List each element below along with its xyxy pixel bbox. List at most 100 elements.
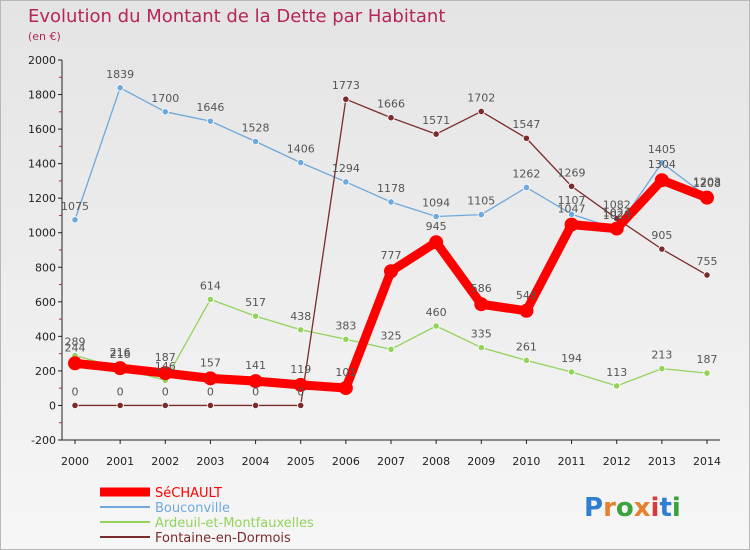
data-label: 777 — [381, 249, 402, 262]
logo-letter: i — [672, 493, 681, 523]
data-label: 1646 — [196, 101, 224, 114]
data-point — [658, 159, 666, 167]
logo-letter: o — [616, 493, 634, 523]
data-point — [519, 303, 534, 318]
data-point — [342, 95, 350, 103]
legend-label: Ardeuil-et-Montfauxelles — [155, 516, 314, 531]
data-label: 1075 — [61, 200, 89, 213]
data-label: 141 — [245, 359, 266, 372]
y-tick-label: 0 — [49, 399, 56, 412]
data-label: 1700 — [151, 92, 179, 105]
data-label: 0 — [207, 385, 214, 398]
data-point — [71, 216, 79, 224]
data-label: 0 — [117, 385, 124, 398]
data-label: 1269 — [558, 166, 586, 179]
proxiti-logo: Proxiti — [584, 493, 681, 523]
data-point — [522, 356, 531, 364]
data-label: 216 — [110, 346, 131, 359]
x-tick-label: 2006 — [332, 455, 360, 468]
data-label: 261 — [516, 340, 537, 353]
y-tick-label: 2000 — [28, 54, 56, 67]
data-point — [251, 401, 260, 410]
data-label: 1702 — [467, 91, 495, 104]
y-tick-label: -200 — [31, 434, 56, 447]
x-tick-label: 2005 — [287, 455, 315, 468]
x-tick-label: 2008 — [422, 455, 450, 468]
data-point — [68, 356, 82, 371]
data-label: 119 — [290, 363, 311, 376]
data-point — [432, 322, 440, 330]
data-label: 1208 — [693, 177, 721, 190]
data-label: 945 — [426, 220, 447, 233]
data-label: 157 — [200, 356, 221, 369]
axes: -200020040060080010001200140016001800200… — [28, 54, 721, 468]
data-point — [248, 374, 263, 389]
data-point — [161, 401, 169, 410]
data-labels: 1075 1839 1700 1646 1528 1406 1294 1178 1094 1105… — [61, 68, 721, 399]
x-tick-label: 2003 — [196, 455, 224, 468]
data-point — [522, 183, 531, 192]
data-point — [387, 345, 395, 353]
data-label: 216 — [110, 348, 131, 361]
data-label: 0 — [252, 385, 259, 398]
data-point — [113, 361, 128, 376]
data-point — [477, 210, 485, 219]
data-point — [251, 137, 260, 146]
data-label: 586 — [471, 282, 492, 295]
data-label: 1547 — [512, 118, 540, 131]
data-label: 1105 — [467, 195, 495, 208]
y-tick-label: 1200 — [28, 192, 56, 205]
data-label: 1047 — [558, 203, 586, 216]
data-point — [477, 343, 485, 352]
data-point — [293, 377, 308, 392]
data-point — [297, 326, 305, 334]
data-label: 146 — [155, 360, 176, 373]
data-label: 0 — [162, 385, 169, 398]
data-label: 548 — [516, 289, 537, 302]
data-label: 1304 — [648, 158, 676, 171]
data-point — [703, 271, 711, 279]
data-point — [387, 198, 395, 206]
x-tick-label: 2012 — [603, 455, 631, 468]
data-label: 187 — [155, 351, 176, 364]
data-label: 0 — [72, 385, 79, 398]
data-label: 1024 — [603, 207, 631, 220]
data-point — [474, 297, 489, 312]
data-point — [116, 401, 124, 410]
data-label: 438 — [290, 310, 311, 323]
data-point — [658, 365, 666, 373]
data-label: 194 — [561, 352, 582, 365]
data-point — [71, 401, 79, 410]
x-tick-label: 2001 — [106, 455, 134, 468]
data-label: 1406 — [287, 143, 315, 156]
data-label: 1405 — [648, 143, 676, 156]
data-label: 1178 — [377, 182, 405, 195]
logo-letter: x — [634, 493, 651, 523]
logo-letter: i — [651, 493, 660, 523]
data-label: 517 — [245, 296, 266, 309]
data-label: 1082 — [603, 199, 631, 212]
data-label: 244 — [65, 341, 86, 354]
y-tick-label: 1000 — [28, 227, 56, 240]
data-point — [613, 382, 621, 390]
y-tick-label: 1800 — [28, 89, 56, 102]
data-label: 325 — [381, 329, 402, 342]
data-point — [387, 114, 395, 122]
x-tick-label: 2004 — [242, 455, 270, 468]
data-point — [658, 245, 666, 253]
data-point — [206, 401, 215, 410]
data-label: 0 — [297, 385, 304, 398]
data-point — [477, 107, 485, 116]
legend: SéCHAULTBouconvilleArdeuil-et-Montfauxel… — [100, 486, 314, 546]
x-tick-label: 2000 — [61, 455, 89, 468]
data-point — [342, 178, 350, 186]
data-point — [432, 130, 440, 138]
data-point — [297, 401, 305, 410]
y-tick-label: 1600 — [28, 123, 56, 136]
logo-letter: P — [584, 493, 603, 523]
data-point — [654, 173, 669, 188]
y-tick-label: 600 — [35, 296, 56, 309]
data-label: 614 — [200, 279, 221, 292]
data-point — [432, 212, 440, 221]
